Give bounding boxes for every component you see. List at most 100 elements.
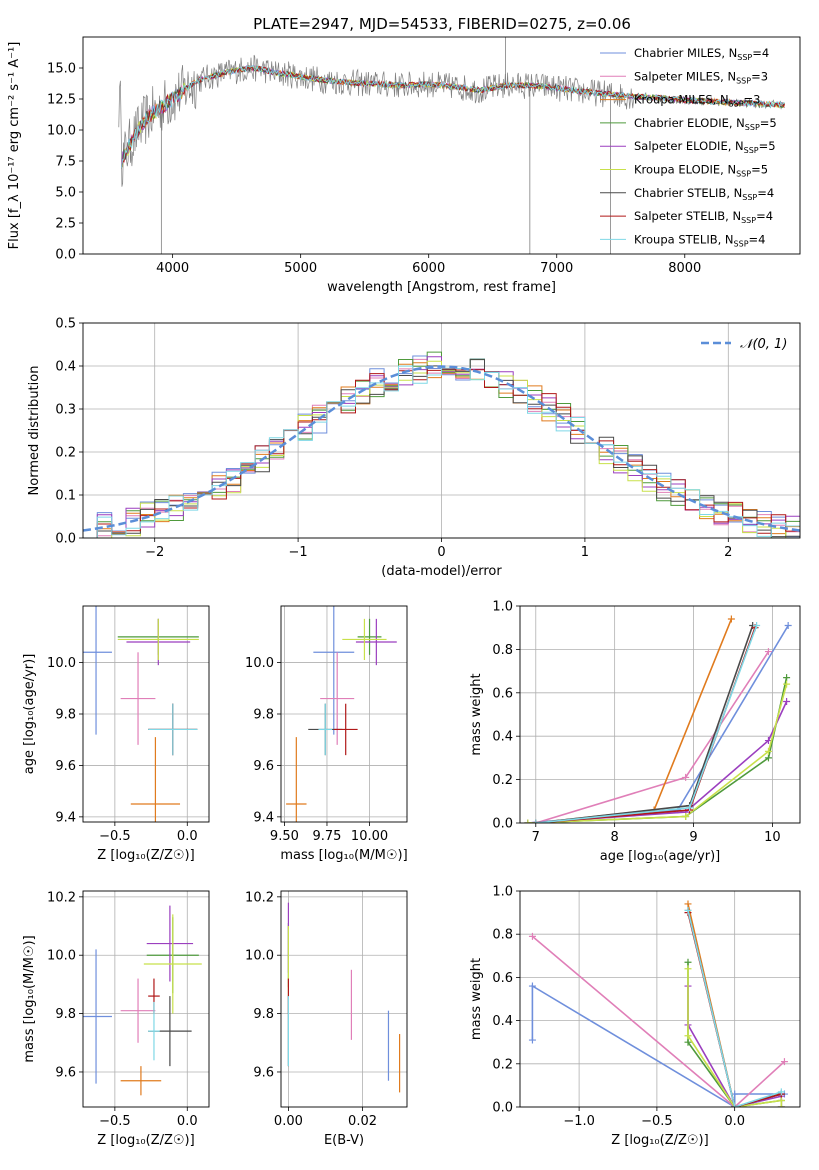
legend-label: Kroupa ELODIE, NSSP=5 bbox=[634, 163, 768, 179]
weight-marker bbox=[682, 773, 690, 781]
weight-marker bbox=[528, 1036, 536, 1044]
y-tick-label: 0.8 bbox=[492, 643, 513, 658]
y-axis-label: mass weight bbox=[469, 958, 484, 1040]
x-tick-label: 0.0 bbox=[177, 829, 198, 844]
axes-age-vs-mass: 9.50 9.75 10.00 9.4 9.6 9.8 10.0 mass [log₁₀(M/… bbox=[245, 606, 408, 863]
x-axis-label: wavelength [Angstrom, rest frame] bbox=[327, 280, 556, 295]
y-tick-label: 9.8 bbox=[253, 708, 274, 723]
x-axis-label: E(B-V) bbox=[324, 1133, 364, 1148]
legend-label: Chabrier MILES, NSSP=4 bbox=[634, 46, 769, 62]
y-axis-label: age [log₁₀(age/yr)] bbox=[22, 654, 37, 775]
y-tick-label: 0.0 bbox=[492, 1101, 513, 1116]
weight-marker bbox=[686, 804, 694, 812]
x-tick-label: 2 bbox=[724, 545, 732, 560]
x-tick-label: 5000 bbox=[284, 261, 317, 276]
x-axis-label: Z [log₁₀(Z/Z☉)] bbox=[97, 848, 194, 863]
weight-marker bbox=[684, 900, 692, 908]
axes-weight-vs-Z: −1.0 −0.5 0.0 0.0 0.2 0.4 0.6 0.8 1.0 Z [log₁₀(Z/… bbox=[469, 885, 800, 1148]
normal-curve bbox=[83, 365, 800, 532]
y-axis-label: Flux [f_λ 10⁻¹⁷ erg cm⁻² s⁻¹ A⁻¹] bbox=[7, 42, 22, 250]
x-tick-label: 0 bbox=[437, 545, 445, 560]
axes-mass-vs-Z: −0.5 0.0 9.6 9.8 10.0 10.2 Z [log₁₀(Z/Z☉)] mass… bbox=[22, 890, 209, 1148]
y-tick-label: 9.8 bbox=[253, 1007, 274, 1022]
weight-marker bbox=[753, 622, 761, 630]
legend-label: Chabrier STELIB, NSSP=4 bbox=[634, 186, 774, 202]
y-tick-label: 0.8 bbox=[492, 928, 513, 943]
x-tick-label: 4000 bbox=[156, 261, 189, 276]
weight-marker bbox=[528, 982, 536, 990]
weight-marker bbox=[524, 819, 532, 823]
y-tick-label: 10.0 bbox=[245, 656, 274, 671]
y-tick-label: 0.0 bbox=[55, 532, 76, 547]
y-tick-label: 9.6 bbox=[55, 759, 76, 774]
weight-marker bbox=[684, 906, 692, 914]
y-tick-label: 0.0 bbox=[492, 817, 513, 832]
weight-marker bbox=[764, 747, 772, 755]
weight-marker bbox=[783, 680, 791, 688]
y-tick-label: 10.0 bbox=[47, 656, 76, 671]
axes-mass-vs-EBV: 0.00 0.02 9.6 9.8 10.0 10.2 E(B-V) bbox=[245, 890, 407, 1148]
plot-age-vs-Z bbox=[83, 606, 199, 822]
x-tick-label: 0.00 bbox=[274, 1114, 303, 1129]
y-tick-label: 0.1 bbox=[55, 489, 76, 504]
y-tick-label: 5.0 bbox=[55, 186, 76, 201]
weight-marker bbox=[777, 1088, 785, 1096]
weight-marker bbox=[684, 1038, 692, 1046]
y-tick-label: 0.4 bbox=[492, 1014, 513, 1029]
y-tick-label: 12.5 bbox=[47, 93, 76, 108]
weight-line-kroupa-stelib bbox=[687, 910, 782, 1107]
weight-marker bbox=[780, 1058, 788, 1066]
x-tick-label: 6000 bbox=[412, 261, 445, 276]
legend-label: Kroupa MILES, NSSP=3 bbox=[634, 93, 760, 109]
x-axis-label: Z [log₁₀(Z/Z☉)] bbox=[611, 1133, 708, 1148]
weight-marker bbox=[727, 615, 735, 623]
y-tick-label: 15.0 bbox=[47, 62, 76, 77]
x-tick-label: 8 bbox=[611, 830, 619, 845]
legend-label: Chabrier ELODIE, NSSP=5 bbox=[634, 116, 777, 132]
weight-marker bbox=[783, 674, 791, 682]
weight-marker bbox=[528, 932, 536, 940]
y-tick-label: 7.5 bbox=[55, 155, 76, 170]
x-tick-label: −0.5 bbox=[641, 1114, 673, 1129]
axes-frame bbox=[82, 36, 801, 255]
y-axis-label: mass weight bbox=[469, 673, 484, 755]
axes-frame bbox=[82, 322, 801, 539]
x-tick-label: 9 bbox=[689, 830, 697, 845]
y-tick-label: 0.4 bbox=[55, 360, 76, 375]
axes-frame bbox=[82, 605, 210, 823]
legend-label: Salpeter ELODIE, NSSP=5 bbox=[634, 139, 776, 155]
axes-frame bbox=[280, 605, 408, 823]
legend-label: Kroupa STELIB, NSSP=4 bbox=[634, 232, 765, 248]
x-tick-label: −1.0 bbox=[563, 1114, 595, 1129]
weight-marker bbox=[784, 622, 792, 630]
weight-marker bbox=[682, 812, 690, 820]
axes-frame bbox=[82, 890, 210, 1108]
x-tick-label: −2 bbox=[145, 545, 164, 560]
residual-legend: 𝒩(0, 1) bbox=[701, 337, 787, 352]
x-tick-label: −0.5 bbox=[99, 1114, 131, 1129]
x-tick-label: 9.75 bbox=[312, 829, 341, 844]
y-tick-label: 9.4 bbox=[253, 810, 274, 825]
y-tick-label: 9.8 bbox=[55, 1007, 76, 1022]
model-spectrum-kroupa-elodie bbox=[121, 65, 785, 169]
weight-marker bbox=[777, 1097, 785, 1105]
y-tick-label: 9.6 bbox=[253, 759, 274, 774]
x-tick-label: 10 bbox=[764, 830, 781, 845]
y-tick-label: 1.0 bbox=[492, 885, 513, 900]
y-tick-label: 0.2 bbox=[492, 773, 513, 788]
x-axis-label: Z [log₁₀(Z/Z☉)] bbox=[97, 1133, 194, 1148]
y-tick-label: 1.0 bbox=[492, 600, 513, 615]
model-spectrum-kroupa-stelib bbox=[121, 65, 785, 169]
axes-age-vs-Z: −0.5 0.0 9.4 9.6 9.8 10.0 Z [log₁₀(Z/Z☉)] age [… bbox=[22, 606, 209, 863]
axes-frame bbox=[519, 605, 801, 824]
weight-marker bbox=[731, 1103, 739, 1107]
axes-frame bbox=[519, 890, 801, 1108]
x-tick-label: 9.50 bbox=[270, 829, 299, 844]
weight-line-salpeter-miles bbox=[535, 651, 770, 823]
y-tick-label: 10.0 bbox=[47, 124, 76, 139]
x-tick-label: 0.02 bbox=[348, 1114, 377, 1129]
y-axis-label: Normed distribution bbox=[27, 366, 42, 496]
x-tick-label: 10.00 bbox=[351, 829, 388, 844]
model-spectrum-salpeter-stelib bbox=[121, 65, 785, 169]
